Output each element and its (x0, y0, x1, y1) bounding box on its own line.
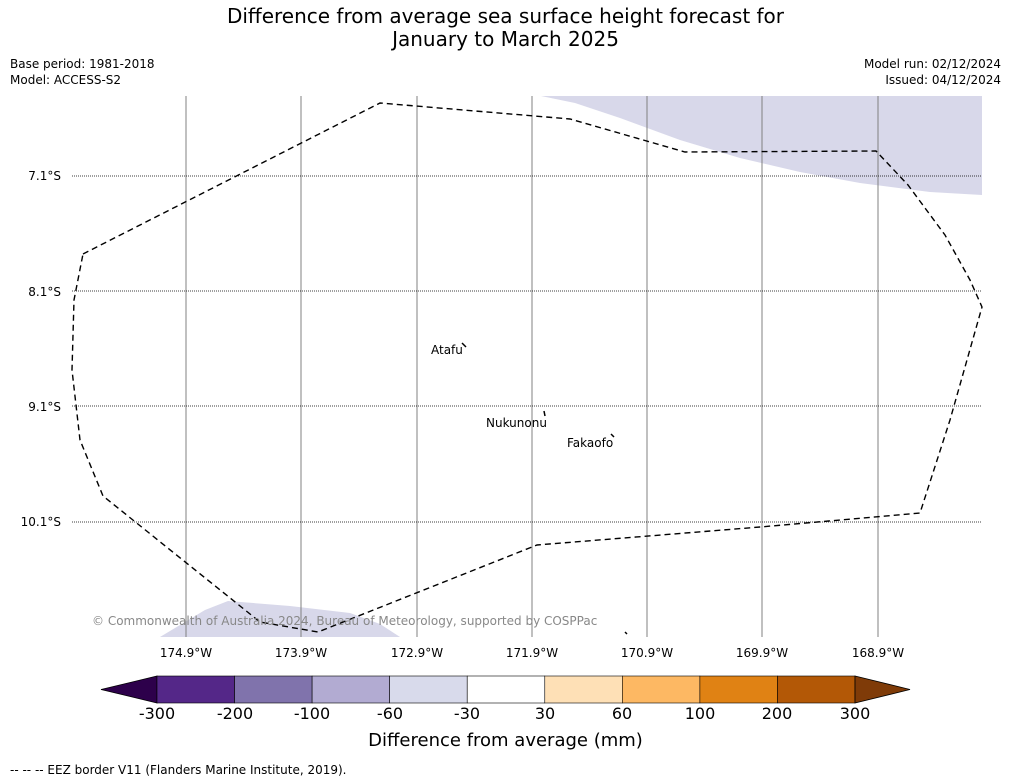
colorbar-segment (389, 675, 468, 704)
meta-left: Base period: 1981-2018 Model: ACCESS-S2 (10, 56, 155, 88)
eez-legend: -- -- -- EEZ border V11 (Flanders Marine… (10, 763, 347, 777)
colorbar-segment (234, 675, 313, 704)
place-label-nukunonu: Nukunonu (486, 416, 547, 430)
colorbar-tick: -300 (138, 704, 176, 723)
colorbar-segment (544, 675, 623, 704)
title-line-2: January to March 2025 (392, 27, 619, 51)
lat-label: 9.1°S (28, 400, 61, 414)
lat-label: 10.1°S (20, 515, 61, 529)
lon-label: 169.9°W (735, 646, 789, 660)
colorbar (100, 675, 911, 704)
lon-label: 174.9°W (159, 646, 213, 660)
eez-border (71, 102, 983, 633)
nukunonu-atoll (543, 410, 546, 417)
colorbar-tick: 300 (839, 704, 871, 723)
colorbar-tick: -100 (293, 704, 331, 723)
meta-right: Model run: 02/12/2024 Issued: 04/12/2024 (864, 56, 1001, 88)
model-run: Model run: 02/12/2024 (863, 57, 1001, 71)
colorbar-segment (311, 675, 390, 704)
place-label-fakaofo: Fakaofo (567, 436, 614, 450)
colorbar-tick: 60 (611, 704, 633, 723)
colorbar-tick: -200 (216, 704, 254, 723)
lon-label: 168.9°W (851, 646, 905, 660)
colorbar-segment (777, 675, 856, 704)
colorbar-segment (699, 675, 778, 704)
lon-label: 171.9°W (505, 646, 559, 660)
island-mark (624, 631, 628, 635)
colorbar-tick: -60 (376, 704, 404, 723)
lat-label: 8.1°S (28, 285, 61, 299)
colorbar-label: Difference from average (mm) (368, 730, 643, 751)
longitude-gridlines (185, 96, 879, 637)
chart-title: Difference from average sea surface heig… (0, 5, 1011, 51)
fakaofo-atoll (610, 433, 615, 438)
colorbar-tick: 30 (534, 704, 556, 723)
copyright-notice: © Commonwealth of Australia 2024, Bureau… (92, 614, 598, 628)
colorbar-tick: -30 (453, 704, 481, 723)
base-period: Base period: 1981-2018 (10, 57, 155, 71)
lat-label: 7.1°S (28, 169, 61, 183)
anomaly-fill-southwest (160, 601, 400, 637)
colorbar-extend-high (854, 675, 911, 704)
colorbar-tick: 100 (684, 704, 716, 723)
model-name: Model: ACCESS-S2 (10, 73, 122, 87)
latitude-gridlines (72, 175, 982, 523)
lon-label: 173.9°W (274, 646, 328, 660)
colorbar-extend-low (100, 675, 158, 704)
place-label-atafu: Atafu (431, 343, 463, 357)
lon-label: 170.9°W (620, 646, 674, 660)
title-line-1: Difference from average sea surface heig… (226, 4, 785, 28)
issued-date: Issued: 04/12/2024 (885, 73, 1001, 87)
colorbar-segment (156, 675, 235, 704)
colorbar-segment (622, 675, 701, 704)
atafu-atoll (461, 342, 467, 348)
colorbar-tick: 200 (761, 704, 793, 723)
colorbar-segment (466, 675, 546, 704)
lon-label: 172.9°W (390, 646, 444, 660)
